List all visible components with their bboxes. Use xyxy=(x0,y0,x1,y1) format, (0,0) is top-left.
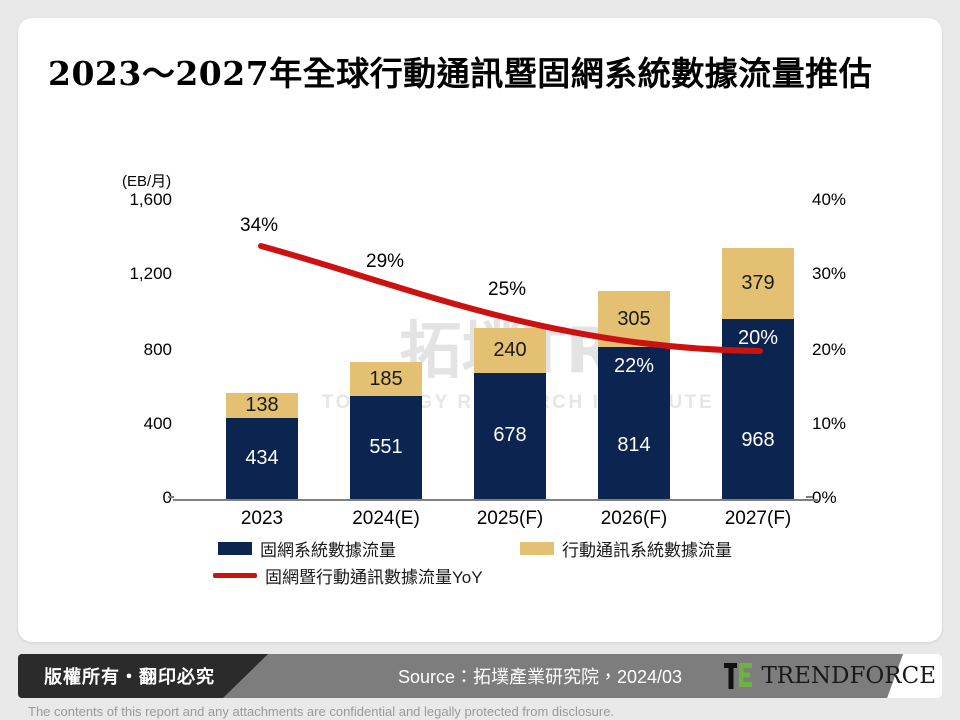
y-left-tick-400: 400 xyxy=(143,414,172,433)
y-left-tick-800: 800 xyxy=(143,340,172,359)
copyright-text: 版權所有・翻印必究 xyxy=(44,667,215,687)
legend-swatch-fixed-icon xyxy=(218,542,252,555)
legend-row-2: 固網暨行動通訊數據流量YoY xyxy=(213,561,818,587)
x-axis-line xyxy=(173,499,818,501)
y-axis-tick-0-right xyxy=(806,496,813,498)
y-right-tick-40: 40% xyxy=(812,190,847,209)
bar-fixed-2027: 968 20% xyxy=(722,318,794,499)
chart-plot-area: (EB/月) 1,600 1,200 800 400 0 40% 30% 20%… xyxy=(18,18,942,642)
bar-value-fixed-2026: 814 xyxy=(617,433,651,456)
copyright-tab: 版權所有・翻印必究 xyxy=(18,654,268,698)
bar-group-2027: 968 20% 379 xyxy=(722,18,794,499)
bar-mobile-2023: 138 xyxy=(226,392,298,419)
bar-fixed-2024: 551 xyxy=(350,396,422,499)
x-category-2027: 2027(F) xyxy=(724,508,792,529)
bar-value-fixed-2024: 551 xyxy=(369,436,403,459)
bar-value-fixed-2027: 968 xyxy=(741,429,775,452)
yoy-label-2025: 25% xyxy=(488,279,527,300)
page-title: 2023～2027年全球行動通訊暨固網系統數據流量推估 xyxy=(48,54,873,93)
bar-value-fixed-2023: 434 xyxy=(245,447,279,470)
yoy-label-2023: 34% xyxy=(240,215,279,236)
bar-group-2024: 551 185 xyxy=(350,18,422,499)
slide-footer: 版權所有・翻印必究 Source：拓墣產業研究院，2024/03 TRENDFO… xyxy=(0,648,960,720)
y-axis-tick-0-left xyxy=(168,496,174,498)
y-right-tick-10: 10% xyxy=(812,414,847,433)
legend-label-fixed: 固網系統數據流量 xyxy=(260,541,396,560)
x-category-2023: 2023 xyxy=(240,508,284,529)
chart-legend: 固網系統數據流量 行動通訊系統數據流量 固網暨行動通訊數據流量YoY xyxy=(213,536,818,587)
x-category-2025: 2025(F) xyxy=(476,508,544,529)
legend-label-yoy: 固網暨行動通訊數據流量YoY xyxy=(265,568,483,587)
bar-fixed-2026: 814 22% xyxy=(598,347,670,499)
yoy-label-in-bar-2026: 22% xyxy=(613,355,655,378)
x-category-2024: 2024(E) xyxy=(352,508,420,529)
y-left-tick-0: 0 xyxy=(102,488,172,508)
brand-name: TRENDFORCE xyxy=(761,663,936,689)
y-right-tick-0: 0% xyxy=(812,488,837,507)
legend-item-mobile: 行動通訊系統數據流量 xyxy=(520,536,732,561)
bar-fixed-2023: 434 xyxy=(226,418,298,499)
bar-value-mobile-2026: 305 xyxy=(617,307,651,330)
bar-value-mobile-2024: 185 xyxy=(369,367,403,390)
bar-value-mobile-2025: 240 xyxy=(493,338,527,361)
bar-mobile-2026: 305 xyxy=(598,290,670,348)
bar-group-2023: 434 138 xyxy=(226,18,298,499)
bar-value-mobile-2027: 379 xyxy=(741,271,775,294)
legend-swatch-yoy-line-icon xyxy=(213,573,257,578)
legend-item-fixed: 固網系統數據流量 xyxy=(218,536,396,561)
bar-mobile-2025: 240 xyxy=(474,328,546,373)
bar-value-fixed-2025: 678 xyxy=(493,424,527,447)
legend-row-1: 固網系統數據流量 行動通訊系統數據流量 xyxy=(218,536,818,561)
trendforce-logo-icon xyxy=(724,663,754,689)
y-left-tick-1600: 1,600 xyxy=(129,190,172,209)
y-right-tick-30: 30% xyxy=(812,264,847,283)
yoy-label-2024: 29% xyxy=(366,251,405,272)
y-axis-unit-label: (EB/月) xyxy=(122,173,172,190)
x-category-2026: 2026(F) xyxy=(600,508,668,529)
bar-group-2025: 678 240 xyxy=(474,18,546,499)
bar-group-2026: 814 22% 305 xyxy=(598,18,670,499)
legend-item-yoy: 固網暨行動通訊數據流量YoY xyxy=(213,563,483,588)
bar-mobile-2027: 379 xyxy=(722,248,794,319)
legend-label-mobile: 行動通訊系統數據流量 xyxy=(562,541,732,560)
bar-mobile-2024: 185 xyxy=(350,361,422,397)
bar-fixed-2025: 678 xyxy=(474,372,546,499)
legend-swatch-mobile-icon xyxy=(520,542,554,555)
y-left-tick-1200: 1,200 xyxy=(129,264,172,283)
disclaimer-text: The contents of this report and any atta… xyxy=(28,704,615,719)
yoy-label-in-bar-2027: 20% xyxy=(737,326,779,349)
source-text: Source：拓墣產業研究院，2024/03 xyxy=(397,667,683,687)
y-right-tick-20: 20% xyxy=(812,340,847,359)
bar-value-mobile-2023: 138 xyxy=(245,393,279,416)
brand-logo: TRENDFORCE xyxy=(724,654,942,698)
chart-card: 2023～2027年全球行動通訊暨固網系統數據流量推估 拓墣TRI TOPOLO… xyxy=(18,18,942,642)
